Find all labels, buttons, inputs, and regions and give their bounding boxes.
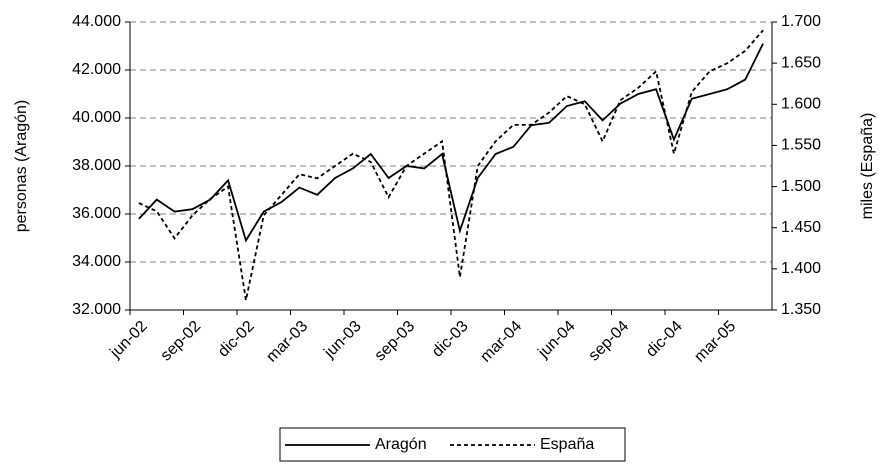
series-line [138, 43, 764, 243]
x-tick-label: dic-04 [643, 318, 686, 361]
x-tick-label: sep-03 [372, 318, 419, 365]
y-tick-label: 32.000 [72, 301, 121, 318]
x-tick-label: dic-03 [429, 318, 472, 361]
y-tick-label: 34.000 [72, 253, 121, 270]
x-tick-label: mar-04 [477, 318, 525, 366]
x-tick-label: sep-04 [586, 318, 633, 365]
y2-tick-label: 1.400 [781, 260, 821, 277]
x-tick-label: dic-02 [215, 318, 258, 361]
x-tick-label: jun-02 [107, 318, 151, 362]
series-line [138, 29, 764, 301]
y2-tick-label: 1.500 [781, 178, 821, 195]
x-tick-label: mar-05 [691, 318, 739, 366]
y-tick-label: 38.000 [72, 157, 121, 174]
y-tick-label: 44.000 [72, 13, 121, 30]
x-tick-label: jun-04 [535, 318, 579, 362]
y2-axis-title: miles (España) [859, 113, 876, 220]
y2-tick-label: 1.350 [781, 301, 821, 318]
x-tick-label: jun-03 [321, 318, 365, 362]
legend-label: España [540, 436, 594, 453]
y2-tick-label: 1.450 [781, 219, 821, 236]
y2-tick-label: 1.700 [781, 13, 821, 30]
x-tick-label: sep-02 [158, 318, 205, 365]
y-tick-label: 42.000 [72, 61, 121, 78]
y-tick-label: 36.000 [72, 205, 121, 222]
y2-tick-label: 1.600 [781, 96, 821, 113]
y-tick-label: 40.000 [72, 109, 121, 126]
y2-tick-label: 1.650 [781, 54, 821, 71]
y2-tick-label: 1.550 [781, 137, 821, 154]
x-tick-label: mar-03 [263, 318, 311, 366]
legend-label: Aragón [375, 436, 427, 453]
y-axis-title: personas (Aragón) [13, 100, 30, 233]
